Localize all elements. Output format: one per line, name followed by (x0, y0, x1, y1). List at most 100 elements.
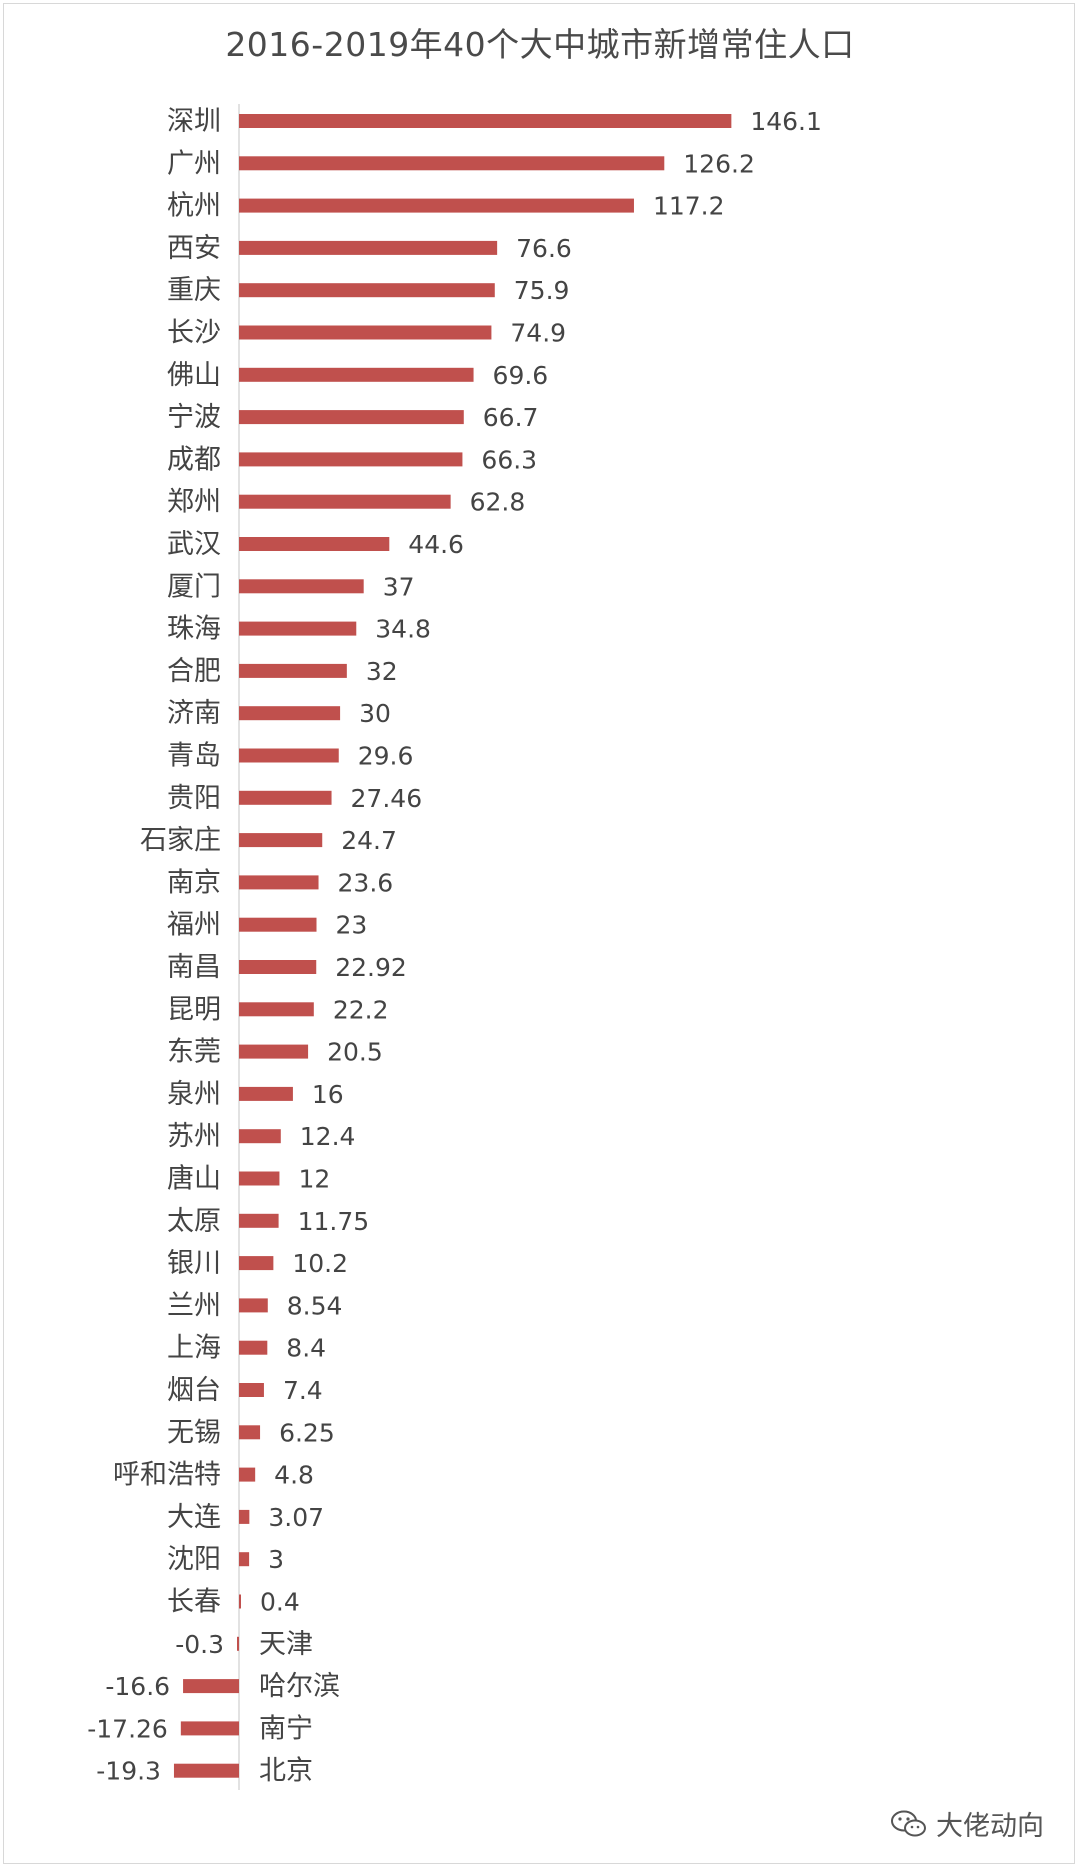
bar (239, 1467, 256, 1482)
bar (237, 1636, 239, 1651)
bar (239, 875, 319, 890)
bar (239, 537, 390, 551)
data-label: 10.2 (292, 1249, 348, 1278)
data-label: 29.6 (358, 742, 414, 771)
data-label: -19.3 (96, 1757, 161, 1786)
bar (239, 198, 634, 213)
category-label: 上海 (167, 1333, 221, 1364)
bar (239, 663, 347, 678)
category-label: 西安 (167, 233, 221, 264)
category-label: 泉州 (167, 1079, 221, 1110)
bar (239, 367, 474, 382)
data-label: 3 (268, 1545, 284, 1574)
category-label: 青岛 (167, 741, 221, 772)
category-label: 重庆 (167, 275, 221, 306)
bar (239, 833, 323, 848)
data-label: 44.6 (408, 530, 464, 559)
bar (239, 1129, 281, 1144)
data-label: 69.6 (493, 361, 549, 390)
data-label: 24.7 (341, 826, 397, 855)
data-label: 117.2 (653, 192, 725, 221)
data-label: 8.54 (287, 1291, 343, 1320)
data-label: -17.26 (87, 1714, 168, 1743)
category-label: 厦门 (167, 571, 221, 602)
category-label: 长春 (167, 1587, 221, 1618)
watermark: 大佬动向 (890, 1804, 1044, 1843)
data-label: 4.8 (274, 1461, 314, 1490)
bar (239, 579, 364, 594)
category-label: 太原 (167, 1206, 221, 1237)
wechat-icon (891, 1810, 926, 1836)
data-label: 11.75 (298, 1207, 370, 1236)
category-label: 佛山 (167, 360, 221, 391)
data-label: 74.9 (510, 319, 566, 348)
category-label: 杭州 (167, 191, 221, 222)
category-label: 武汉 (167, 529, 221, 560)
category-label: 合肥 (167, 656, 221, 687)
bar (239, 621, 357, 636)
bar (239, 283, 495, 298)
data-label: 146.1 (750, 107, 822, 136)
category-label: 珠海 (167, 614, 221, 645)
data-label: 12 (298, 1165, 330, 1194)
data-label: 75.9 (514, 276, 570, 305)
category-label: 银川 (167, 1248, 221, 1279)
bar (239, 1509, 250, 1524)
category-label: 宁波 (167, 402, 221, 433)
data-label: 23.6 (338, 868, 394, 897)
bar (239, 1256, 274, 1271)
category-label: 沈阳 (167, 1544, 221, 1575)
watermark-text: 大佬动向 (936, 1811, 1044, 1842)
bar (239, 410, 464, 425)
bar (239, 452, 463, 467)
category-label: 北京 (259, 1756, 313, 1787)
data-label: 76.6 (516, 234, 572, 263)
bar (239, 1552, 250, 1567)
category-label: 深圳 (167, 106, 221, 137)
data-label: 6.25 (279, 1418, 335, 1447)
chart-title: 2016-2019年40个大中城市新增常住人口 (225, 25, 855, 64)
data-label: 66.7 (483, 403, 539, 432)
data-label: 37 (383, 572, 415, 601)
bar (239, 748, 339, 763)
category-label: 呼和浩特 (113, 1460, 221, 1491)
bar (239, 1213, 279, 1228)
category-label: 无锡 (167, 1417, 221, 1448)
category-label: 南昌 (167, 952, 221, 983)
bar (239, 706, 341, 721)
data-label: 62.8 (470, 488, 526, 517)
data-label: 126.2 (683, 149, 755, 178)
category-label: 长沙 (167, 318, 221, 349)
category-label: 天津 (259, 1629, 313, 1660)
category-label: 昆明 (167, 994, 221, 1025)
category-label: 成都 (167, 444, 221, 475)
bar (239, 1171, 280, 1186)
bar (239, 114, 732, 128)
category-label: 烟台 (167, 1375, 221, 1406)
bar (239, 1298, 268, 1313)
bar (183, 1679, 239, 1694)
data-label: 22.92 (335, 953, 407, 982)
data-label: 7.4 (283, 1376, 323, 1405)
category-label: 哈尔滨 (259, 1671, 340, 1702)
bar (239, 156, 665, 171)
category-label: 南京 (167, 867, 221, 898)
category-label: 南宁 (259, 1713, 313, 1744)
data-label: 8.4 (286, 1334, 326, 1363)
bar (239, 1383, 264, 1397)
data-label: 23 (336, 911, 368, 940)
bar (239, 790, 332, 805)
data-label: 12.4 (300, 1122, 356, 1151)
category-label: 东莞 (167, 1037, 221, 1068)
category-label: 广州 (167, 148, 221, 179)
data-label: 0.4 (260, 1588, 300, 1617)
data-label: -0.3 (175, 1630, 224, 1659)
category-label: 济南 (167, 698, 221, 729)
data-label: 22.2 (333, 995, 389, 1024)
bar (239, 917, 317, 932)
category-label: 大连 (167, 1502, 221, 1533)
category-label: 苏州 (167, 1121, 221, 1152)
bar (239, 1594, 241, 1609)
category-label: 兰州 (167, 1290, 221, 1321)
